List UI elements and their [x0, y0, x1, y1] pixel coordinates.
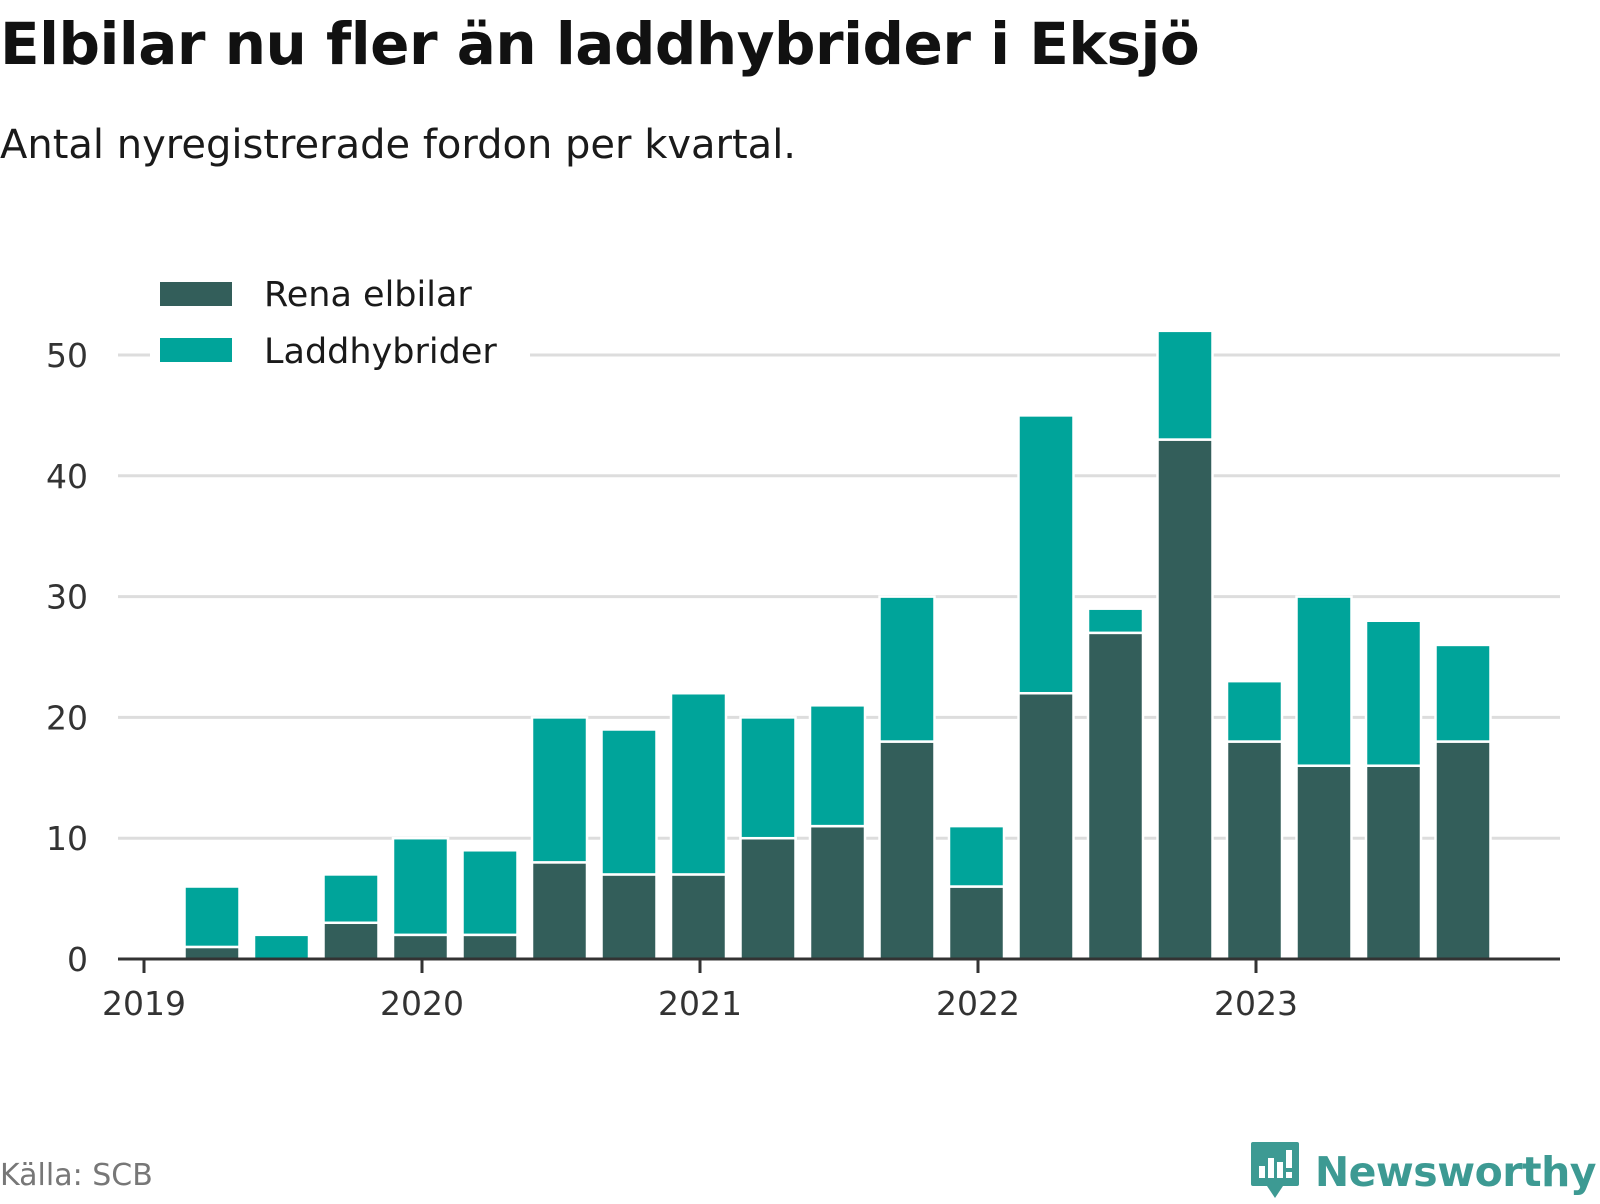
bar-rena-elbilar-2023-q2	[1295, 764, 1353, 961]
bar-rena-elbilar-2022-q2	[1017, 691, 1075, 961]
bar-laddhybrider-2022-q2	[1017, 414, 1075, 695]
bar-rena-elbilar-2021-q3	[808, 824, 867, 961]
bar-rena-elbilar-2023-q3	[1364, 764, 1423, 961]
y-tick-label-0: 0	[67, 940, 88, 979]
bar-laddhybrider-2021-q4	[878, 595, 936, 743]
bar-rena-elbilar-2021-q4	[878, 740, 936, 961]
x-tick-label-2020: 2020	[380, 984, 464, 1023]
y-tick-label-50: 50	[46, 336, 88, 375]
bar-laddhybrider-2022-q1	[947, 824, 1006, 888]
bar-rena-elbilar-2022-q4	[1156, 438, 1214, 961]
brand-logo: Newsworthy	[1249, 1140, 1597, 1204]
source-note: Källa: SCB	[0, 1158, 153, 1193]
bar-laddhybrider-2020-q3	[530, 716, 589, 864]
bar-rena-elbilar-2020-q3	[530, 861, 589, 961]
bar-rena-elbilar-2023-q4	[1434, 740, 1492, 961]
bar-laddhybrider-2023-q1	[1225, 679, 1284, 743]
bar-rena-elbilar-2020-q2	[461, 933, 519, 961]
y-tick-label-10: 10	[46, 819, 88, 858]
x-tick-label-2023: 2023	[1214, 984, 1298, 1023]
legend-swatch-rena-elbilar	[160, 282, 232, 306]
legend: Rena elbilar Laddhybrider	[150, 260, 530, 380]
chart-subtitle: Antal nyregistrerade fordon per kvartal.	[0, 122, 797, 168]
bar-laddhybrider-2021-q1	[669, 691, 728, 876]
bar-rena-elbilar-2022-q1	[947, 885, 1006, 961]
bar-laddhybrider-2022-q4	[1156, 329, 1214, 441]
bar-rena-elbilar-2020-q4	[600, 873, 658, 961]
legend-label-laddhybrider: Laddhybrider	[264, 332, 497, 372]
y-tick-label-20: 20	[46, 698, 88, 737]
bar-laddhybrider-2023-q3	[1364, 619, 1423, 767]
y-tick-label-40: 40	[46, 457, 88, 496]
bar-laddhybrider-2022-q3	[1086, 607, 1145, 635]
bar-rena-elbilar-2020-q1	[391, 933, 450, 961]
x-tick-label-2022: 2022	[936, 984, 1020, 1023]
bar-rena-elbilar-2022-q3	[1086, 631, 1145, 961]
newsworthy-logo-icon	[1249, 1140, 1301, 1204]
bar-rena-elbilar-2019-q4	[322, 921, 380, 961]
y-axis-ticks: 0 10 20 30 40 50	[46, 336, 88, 979]
bar-laddhybrider-2020-q2	[461, 849, 519, 937]
bar-laddhybrider-2023-q4	[1434, 643, 1492, 743]
bar-laddhybrider-2020-q4	[600, 728, 658, 876]
x-tick-label-2019: 2019	[102, 984, 186, 1023]
chart-title: Elbilar nu fler än laddhybrider i Eksjö	[0, 10, 1200, 78]
stacked-bar-chart: 0 10 20 30 40 50 2019 2020 2021 2022 2023 Rena el…	[46, 260, 1560, 1023]
bar-laddhybrider-2019-q4	[322, 873, 380, 925]
bar-rena-elbilar-2021-q2	[739, 836, 797, 961]
y-tick-label-30: 30	[46, 578, 88, 617]
legend-label-rena-elbilar: Rena elbilar	[264, 275, 472, 315]
bar-laddhybrider-2019-q3	[252, 933, 311, 961]
brand-name: Newsworthy	[1314, 1148, 1597, 1196]
bar-rena-elbilar-2023-q1	[1225, 740, 1284, 961]
x-axis: 2019 2020 2021 2022 2023	[102, 957, 1560, 1023]
x-tick-label-2021: 2021	[658, 984, 742, 1023]
bar-rena-elbilar-2021-q1	[669, 873, 728, 961]
bar-laddhybrider-2021-q2	[739, 716, 797, 840]
bar-rena-elbilar-2019-q2	[183, 945, 241, 961]
bars	[183, 329, 1492, 961]
bar-laddhybrider-2019-q2	[183, 885, 241, 949]
bar-laddhybrider-2023-q2	[1295, 595, 1353, 767]
legend-swatch-laddhybrider	[160, 338, 232, 362]
bar-laddhybrider-2021-q3	[808, 704, 867, 828]
bar-laddhybrider-2020-q1	[391, 836, 450, 937]
